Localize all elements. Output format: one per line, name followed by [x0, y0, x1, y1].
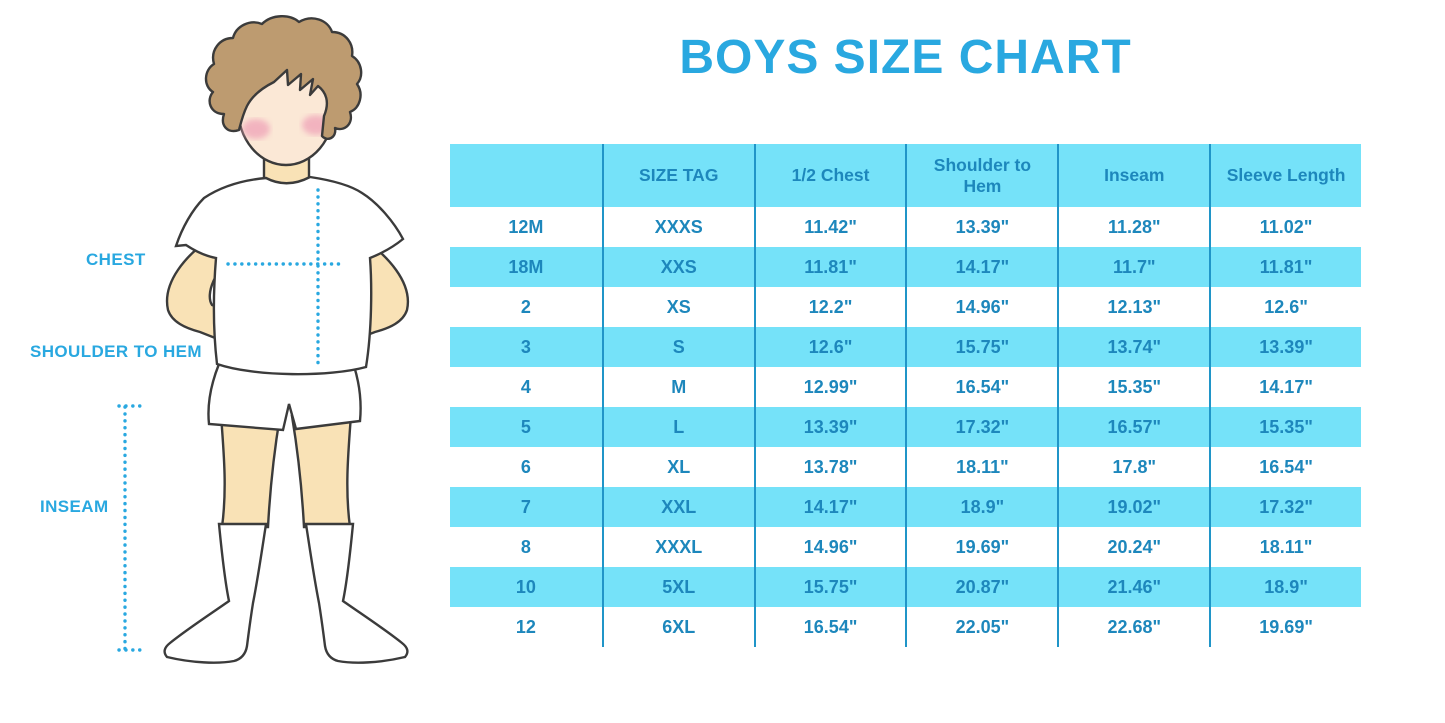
table-cell: 13.78" [753, 447, 906, 487]
table-cell: 4 [520, 376, 531, 397]
table-cell: 14.17" [1209, 367, 1361, 407]
table-cell: 3 [520, 336, 531, 357]
table-cell: 6 [520, 456, 531, 477]
table-cell: 21.46" [1057, 567, 1209, 607]
table-cell: 19.69" [905, 527, 1057, 567]
table-cell: S [601, 327, 754, 367]
table-cell: 13.74" [1057, 327, 1209, 367]
table-cell: 18.9" [905, 487, 1057, 527]
inseam-label: INSEAM [40, 497, 109, 516]
boy-left-cheek [242, 119, 270, 139]
table-cell: 11.02" [1209, 207, 1361, 247]
table-cell: 11.81" [1209, 247, 1361, 287]
table-cell: 12M [508, 216, 544, 237]
table-cell: 11.28" [1057, 207, 1209, 247]
table-cell: M [601, 367, 754, 407]
table-row: 12 6XL 16.54" 22.05" 22.68" 19.69" [450, 607, 1361, 647]
table-cell: XS [601, 287, 754, 327]
table-row: 10 5XL 15.75" 20.87" 21.46" 18.9" [450, 567, 1361, 607]
column-header: Shoulder to Hem [905, 144, 1057, 207]
table-row: 7 XXL 14.17" 18.9" 19.02" 17.32" [450, 487, 1361, 527]
table-cell: 17.32" [905, 407, 1057, 447]
table-cell: XXL [601, 487, 754, 527]
table-cell: 18.11" [1209, 527, 1361, 567]
column-header: SIZE TAG [601, 144, 754, 207]
boy-shirt [174, 175, 405, 376]
shoulder-to-hem-label: SHOULDER TO HEM [30, 342, 202, 361]
table-cell: 11.42" [753, 207, 906, 247]
table-cell: 22.05" [905, 607, 1057, 647]
table-cell: 14.96" [753, 527, 906, 567]
table-cell: 18.11" [905, 447, 1057, 487]
table-cell: 16.54" [1209, 447, 1361, 487]
table-cell: 8 [520, 536, 531, 557]
table-cell: 12.99" [753, 367, 906, 407]
table-cell: 15.75" [753, 567, 906, 607]
table-cell: 10 [515, 576, 536, 597]
table-cell: L [601, 407, 754, 447]
table-cell: 13.39" [753, 407, 906, 447]
table-cell: 16.54" [753, 607, 906, 647]
column-header: Sleeve Length [1209, 144, 1361, 207]
boy-illustration [117, 15, 410, 664]
table-cell: 11.81" [753, 247, 906, 287]
boy-left-sock [163, 522, 268, 664]
column-header: Inseam [1057, 144, 1209, 207]
table-cell: 13.39" [1209, 327, 1361, 367]
table-cell: 7 [520, 496, 531, 517]
table-cell: 17.32" [1209, 487, 1361, 527]
table-cell: XXS [601, 247, 754, 287]
table-cell: 17.8" [1057, 447, 1209, 487]
table-cell: 6XL [601, 607, 754, 647]
chest-label: CHEST [86, 250, 146, 269]
table-cell: 5 [520, 416, 531, 437]
page-title: BOYS SIZE CHART [679, 31, 1132, 84]
table-cell: 12.13" [1057, 287, 1209, 327]
boy-hair [204, 15, 363, 140]
table-cell: 14.17" [905, 247, 1057, 287]
table-cell: 15.35" [1057, 367, 1209, 407]
table-cell: 16.54" [905, 367, 1057, 407]
table-cell: 11.7" [1057, 247, 1209, 287]
table-row: 5 L 13.39" 17.32" 16.57" 15.35" [450, 407, 1361, 447]
table-row: 4 M 12.99" 16.54" 15.35" 14.17" [450, 367, 1361, 407]
table-cell: 18.9" [1209, 567, 1361, 607]
table-cell: XXXL [601, 527, 754, 567]
table-cell: 15.35" [1209, 407, 1361, 447]
table-cell: 14.17" [753, 487, 906, 527]
table-row: 8 XXXL 14.96" 19.69" 20.24" 18.11" [450, 527, 1361, 567]
column-header [450, 144, 602, 207]
table-row: 12M XXXS 11.42" 13.39" 11.28" 11.02" [450, 207, 1361, 247]
table-row: 3 S 12.6" 15.75" 13.74" 13.39" [450, 327, 1361, 367]
table-cell: 20.24" [1057, 527, 1209, 567]
table-cell: 18M [508, 256, 544, 277]
table-cell: 16.57" [1057, 407, 1209, 447]
table-row: 18M XXS 11.81" 14.17" 11.7" 11.81" [450, 247, 1361, 287]
size-table: SIZE TAG 1/2 Chest Shoulder to Hem Inseam Sl… [450, 144, 1361, 647]
table-row: 2 XS 12.2" 14.96" 12.13" 12.6" [450, 287, 1361, 327]
table-cell: 13.39" [905, 207, 1057, 247]
table-cell: 22.68" [1057, 607, 1209, 647]
table-cell: 20.87" [905, 567, 1057, 607]
table-cell: XL [601, 447, 754, 487]
table-cell: 12.6" [1209, 287, 1361, 327]
table-cell: 14.96" [905, 287, 1057, 327]
table-cell: 19.02" [1057, 487, 1209, 527]
table-cell: 12.2" [753, 287, 906, 327]
table-row: 6 XL 13.78" 18.11" 17.8" 16.54" [450, 447, 1361, 487]
table-cell: 2 [520, 296, 531, 317]
column-header: 1/2 Chest [753, 144, 906, 207]
table-header-row: SIZE TAG 1/2 Chest Shoulder to Hem Inseam Sl… [450, 144, 1361, 207]
table-cell: 15.75" [905, 327, 1057, 367]
table-cell: 12.6" [753, 327, 906, 367]
table-cell: 19.69" [1209, 607, 1361, 647]
table-cell: XXXS [601, 207, 754, 247]
boy-left-leg [219, 413, 282, 529]
boy-right-sock [304, 522, 409, 664]
boy-right-leg [290, 413, 353, 529]
table-cell: 12 [515, 616, 536, 637]
table-cell: 5XL [601, 567, 754, 607]
